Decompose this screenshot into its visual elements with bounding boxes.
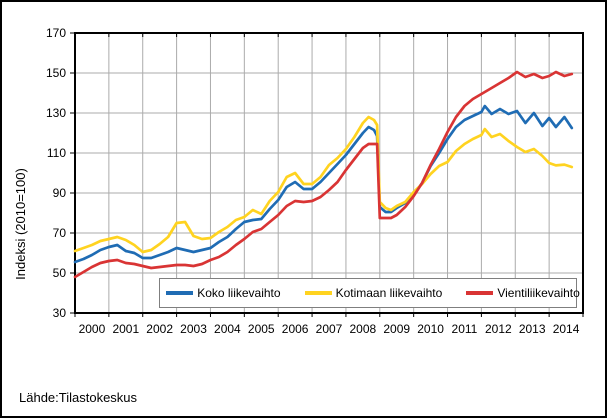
x-tick-label: 2009 [383, 322, 411, 336]
plot-border [74, 32, 584, 314]
x-tick-label: 2006 [281, 322, 309, 336]
legend-label: Vientiliikevaihto [497, 286, 580, 300]
series-line-2 [73, 70, 574, 279]
y-tick-label: 110 [46, 146, 66, 160]
x-tick-label: 2002 [146, 322, 173, 336]
legend-line-swatch [304, 291, 332, 295]
y-tick-label: 30 [52, 306, 66, 320]
x-tick-label: 2013 [518, 322, 546, 336]
series-line-1 [73, 115, 574, 254]
y-tick-label: 150 [45, 66, 66, 80]
x-tick-label: 2007 [315, 322, 343, 336]
legend-item: Kotimaan liikevaihto [304, 286, 443, 300]
source-note: Lähde:Tilastokeskus [19, 390, 138, 405]
x-tick-label: 2000 [78, 322, 106, 336]
legend-item: Vientiliikevaihto [466, 286, 580, 300]
legend: Koko liikevaihto Kotimaan liikevaihto Vien… [159, 278, 580, 308]
x-tick-label: 2014 [552, 322, 580, 336]
x-tick-label: 2004 [214, 322, 241, 336]
legend-line-swatch [166, 291, 194, 295]
y-tick-label: 70 [52, 226, 66, 240]
legend-label: Kotimaan liikevaihto [335, 286, 443, 300]
x-tick-label: 2012 [484, 322, 512, 336]
y-tick-label: 130 [45, 106, 66, 120]
x-tick-label: 2003 [180, 322, 207, 336]
legend-line-swatch [466, 291, 494, 295]
y-tick-label: 170 [45, 26, 66, 40]
x-tick-label: 2010 [417, 322, 444, 336]
legend-label: Koko liikevaihto [197, 286, 281, 300]
x-tick-label: 2001 [112, 322, 140, 336]
legend-item: Koko liikevaihto [166, 286, 281, 300]
x-tick-label: 2005 [247, 322, 275, 336]
y-tick-label: 50 [52, 266, 66, 280]
x-tick-label: 2011 [451, 322, 478, 336]
y-tick-label: 90 [52, 186, 66, 200]
series-line-0 [73, 104, 574, 264]
x-tick-label: 2008 [349, 322, 377, 336]
